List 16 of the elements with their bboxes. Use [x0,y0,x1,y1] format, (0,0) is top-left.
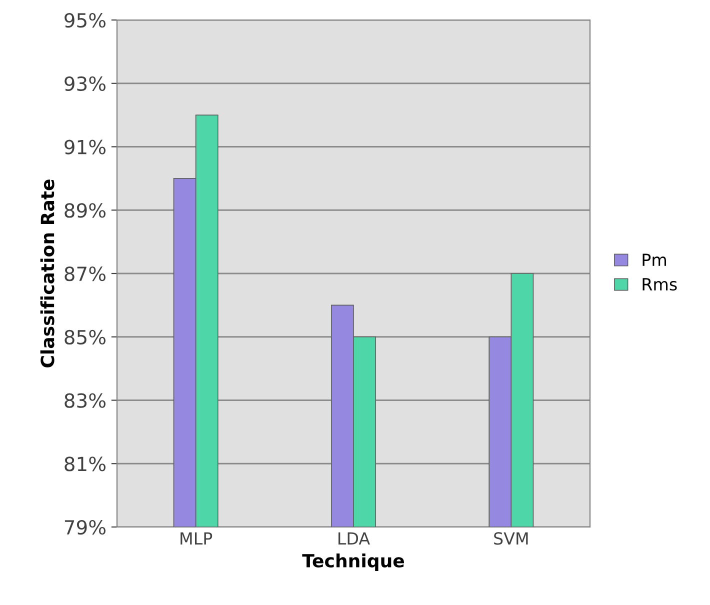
y-axis-title: Classification Rate [40,180,54,368]
y-tick-label: 79% [64,520,106,535]
legend-label: Rms [642,278,677,291]
x-tick-label: SVM [494,532,528,545]
x-axis-title: Technique [302,554,404,572]
legend-label: Pm [642,254,666,266]
y-tick-label: 81% [64,456,106,472]
y-tick-label: 91% [64,140,106,154]
y-tick-label: 87% [64,266,106,282]
y-tick-label: 83% [64,393,106,408]
x-tick-label: MLP [180,532,212,545]
y-tick-label: 85% [64,330,106,345]
y-tick-label: 89% [64,203,106,218]
x-tick-label: LDA [338,532,370,545]
y-tick-label: 95% [64,12,106,28]
y-tick-label: 93% [64,76,106,92]
